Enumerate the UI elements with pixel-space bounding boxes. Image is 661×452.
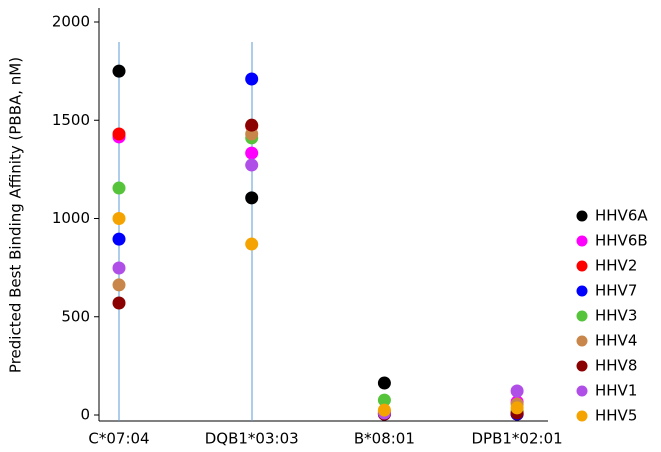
y-tick-label: 500: [61, 307, 90, 325]
legend-marker: [576, 235, 588, 247]
legend-marker: [576, 385, 588, 397]
legend-label: HHV1: [595, 382, 637, 400]
point: [112, 127, 126, 141]
point: [245, 158, 259, 172]
legend-label: HHV6B: [595, 232, 648, 250]
point: [112, 296, 126, 310]
point: [377, 393, 391, 407]
legend-marker: [576, 310, 588, 322]
legend-marker: [576, 335, 588, 347]
y-tick-label: 2000: [52, 13, 90, 31]
point: [377, 376, 391, 390]
legend-label: HHV2: [595, 257, 637, 275]
legend-label: HHV7: [595, 282, 637, 300]
legend-marker: [576, 360, 588, 372]
point: [245, 237, 259, 251]
y-tick-label: 1000: [52, 209, 90, 227]
y-tick-label: 1500: [52, 111, 90, 129]
y-tick-label: 0: [80, 406, 90, 424]
legend-label: HHV4: [595, 332, 637, 350]
point: [245, 72, 259, 86]
y-axis-label: Predicted Best Binding Affinity (PBBA, n…: [7, 57, 25, 373]
point: [112, 64, 126, 78]
legend-marker: [576, 210, 588, 222]
legend-label: HHV6A: [595, 207, 648, 225]
legend-marker: [576, 410, 588, 422]
legend-marker: [576, 285, 588, 297]
point: [245, 191, 259, 205]
point: [112, 181, 126, 195]
legend-label: HHV5: [595, 407, 637, 425]
point: [112, 261, 126, 275]
point: [510, 401, 524, 415]
x-tick-label: C*07:04: [88, 430, 149, 448]
point: [510, 384, 524, 398]
point: [112, 278, 126, 292]
point: [112, 232, 126, 246]
x-tick-label: B*08:01: [354, 430, 415, 448]
legend-label: HHV3: [595, 307, 637, 325]
point: [112, 212, 126, 225]
legend-label: HHV8: [595, 357, 637, 375]
x-tick-label: DPB1*02:01: [472, 430, 563, 448]
legend-marker: [576, 260, 588, 272]
point: [245, 118, 259, 132]
x-tick-label: DQB1*03:03: [205, 430, 299, 448]
point: [245, 146, 259, 160]
point: [377, 403, 391, 417]
